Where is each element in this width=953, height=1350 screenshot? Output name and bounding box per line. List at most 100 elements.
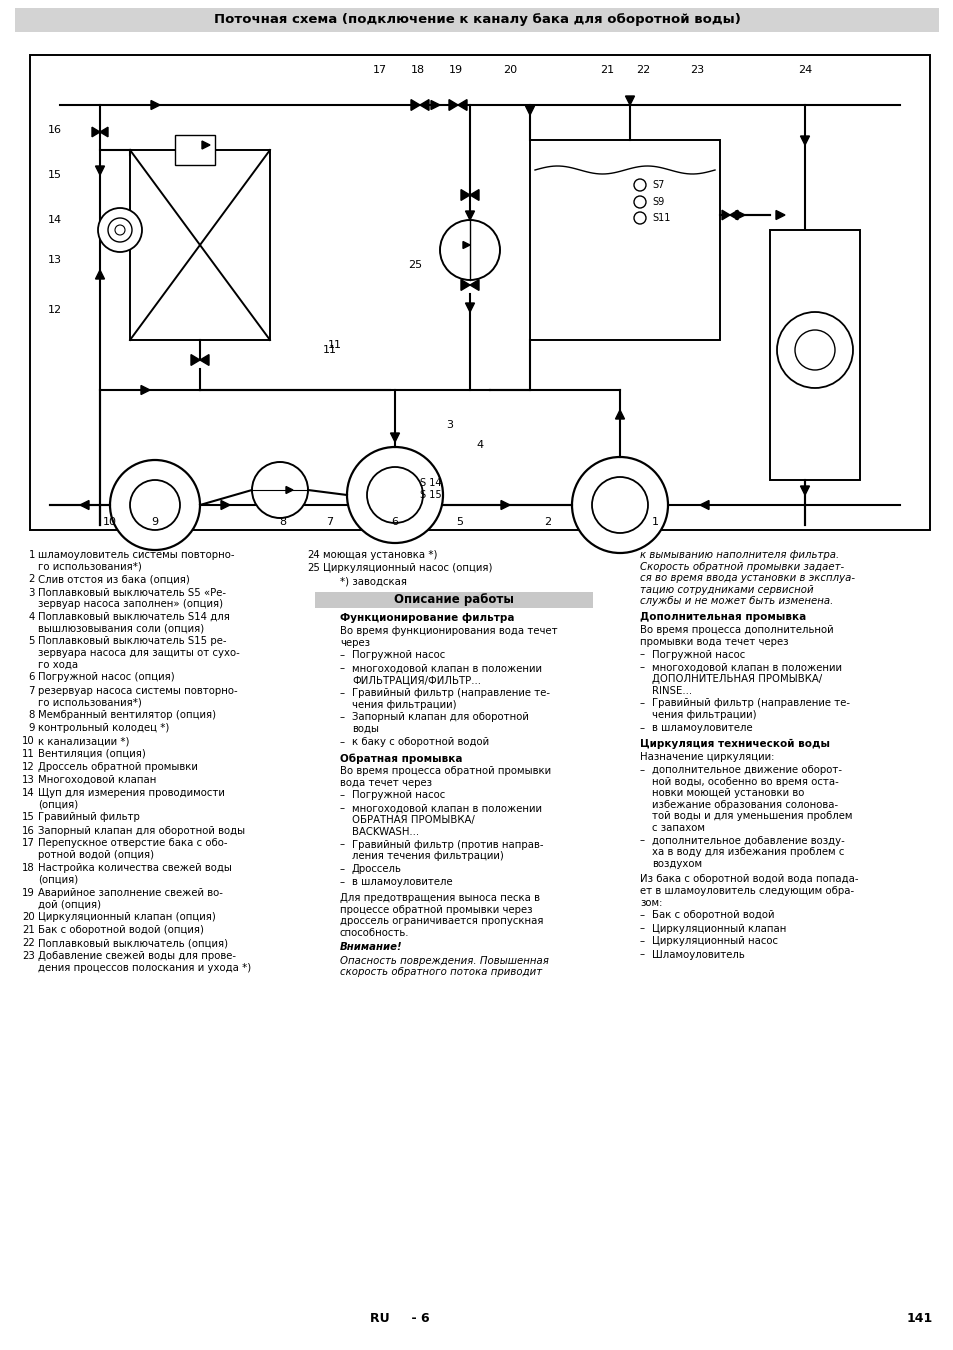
Text: многоходовой клапан в положении
ДОПОЛНИТЕЛЬНАЯ ПРОМЫВКА/
RINSE...: многоходовой клапан в положении ДОПОЛНИТ… <box>651 663 841 695</box>
Text: –: – <box>639 698 644 709</box>
Text: 6: 6 <box>391 517 398 526</box>
Text: Гравийный фильтр (против направ-
ления течения фильтрации): Гравийный фильтр (против направ- ления т… <box>352 840 543 861</box>
Text: S 14: S 14 <box>419 478 441 487</box>
Text: Внимание!: Внимание! <box>339 942 402 953</box>
Text: 2: 2 <box>544 517 551 526</box>
Text: Дополнительная промывка: Дополнительная промывка <box>639 612 805 622</box>
Bar <box>130 150 270 340</box>
Text: Дроссель обратной промывки: Дроссель обратной промывки <box>38 761 197 772</box>
Text: S9: S9 <box>651 197 663 207</box>
Polygon shape <box>470 279 478 290</box>
Text: 24: 24 <box>797 65 811 76</box>
Text: шламоуловитель системы повторно-
го использования*): шламоуловитель системы повторно- го испо… <box>38 549 234 571</box>
Text: Мембранный вентилятор (опция): Мембранный вентилятор (опция) <box>38 710 216 720</box>
Text: Функционирование фильтра: Функционирование фильтра <box>339 613 514 622</box>
Text: 18: 18 <box>22 863 35 873</box>
Text: 22: 22 <box>636 65 649 76</box>
Text: 21: 21 <box>599 65 614 76</box>
Circle shape <box>347 447 442 543</box>
Text: в шламоуловителе: в шламоуловителе <box>352 878 452 887</box>
Text: Погружной насос: Погружной насос <box>651 649 744 660</box>
Text: 20: 20 <box>502 65 517 76</box>
Polygon shape <box>460 189 470 200</box>
Circle shape <box>572 458 667 554</box>
Text: Бак с оборотной водой (опция): Бак с оборотной водой (опция) <box>38 925 204 936</box>
Text: –: – <box>639 663 644 672</box>
Text: 4: 4 <box>29 612 35 622</box>
Polygon shape <box>390 433 399 441</box>
Text: Дроссель: Дроссель <box>352 864 401 873</box>
Text: 3: 3 <box>446 420 453 431</box>
Text: –: – <box>639 724 644 733</box>
Text: –: – <box>639 910 644 921</box>
Text: 23: 23 <box>689 65 703 76</box>
Text: 1: 1 <box>29 549 35 560</box>
Polygon shape <box>462 242 470 248</box>
Text: 10: 10 <box>22 736 35 747</box>
Text: Циркуляционный насос (опция): Циркуляционный насос (опция) <box>323 563 492 572</box>
Text: S7: S7 <box>651 180 663 190</box>
Text: 17: 17 <box>373 65 387 76</box>
Text: Поплавковый выключатель (опция): Поплавковый выключатель (опция) <box>38 938 228 948</box>
Text: Циркуляция технической воды: Циркуляция технической воды <box>639 738 829 749</box>
Bar <box>530 140 720 340</box>
Text: Поплавковый выключатель S5 «Ре-
зервуар насоса заполнен» (опция): Поплавковый выключатель S5 «Ре- зервуар … <box>38 587 226 609</box>
Circle shape <box>108 217 132 242</box>
Bar <box>174 135 214 165</box>
Text: Гравийный фильтр: Гравийный фильтр <box>38 813 140 822</box>
Polygon shape <box>615 410 624 418</box>
Text: Запорный клапан для оборотной воды: Запорный клапан для оборотной воды <box>38 825 245 836</box>
Text: 18: 18 <box>411 65 425 76</box>
Bar <box>15 8 938 32</box>
Polygon shape <box>465 302 474 312</box>
Text: моющая установка *): моющая установка *) <box>323 549 437 560</box>
Text: Гравийный фильтр (направление те-
чения фильтрации): Гравийный фильтр (направление те- чения … <box>352 688 550 710</box>
Text: резервуар насоса системы повторно-
го использования*): резервуар насоса системы повторно- го ис… <box>38 686 237 707</box>
Polygon shape <box>200 355 209 366</box>
Polygon shape <box>625 96 634 105</box>
Text: 141: 141 <box>906 1312 932 1324</box>
Circle shape <box>367 467 422 522</box>
Text: 14: 14 <box>48 215 62 225</box>
Circle shape <box>439 220 499 279</box>
Text: 12: 12 <box>48 305 62 315</box>
Polygon shape <box>221 501 230 509</box>
Text: Шламоуловитель: Шламоуловитель <box>651 949 744 960</box>
Text: –: – <box>339 878 345 887</box>
Text: к баку с оборотной водой: к баку с оборотной водой <box>352 737 489 747</box>
Polygon shape <box>419 100 429 111</box>
Text: многоходовой клапан в положении
ФИЛЬТРАЦИЯ/ФИЛЬТР...: многоходовой клапан в положении ФИЛЬТРАЦ… <box>352 663 541 684</box>
Text: 20: 20 <box>22 913 35 922</box>
Polygon shape <box>431 100 439 109</box>
Text: 8: 8 <box>29 710 35 720</box>
Text: 5: 5 <box>29 636 35 647</box>
Text: 13: 13 <box>48 255 62 265</box>
Text: Назначение циркуляции:: Назначение циркуляции: <box>639 752 774 761</box>
Text: Бак с оборотной водой: Бак с оборотной водой <box>651 910 774 921</box>
Text: –: – <box>339 713 345 722</box>
Text: 12: 12 <box>22 761 35 772</box>
Polygon shape <box>729 211 738 220</box>
Circle shape <box>115 225 125 235</box>
Text: Из бака с оборотной водой вода попада-
ет в шламоуловитель следующим обра-
зом:: Из бака с оборотной водой вода попада- е… <box>639 875 858 907</box>
Text: 7: 7 <box>29 686 35 695</box>
Text: 3: 3 <box>29 587 35 598</box>
Circle shape <box>592 477 647 533</box>
Text: 2: 2 <box>29 575 35 585</box>
Text: Циркуляционный насос: Циркуляционный насос <box>651 937 778 946</box>
Text: 19: 19 <box>449 65 462 76</box>
Text: 16: 16 <box>48 126 62 135</box>
Text: –: – <box>339 840 345 849</box>
Text: 11: 11 <box>328 340 341 350</box>
Text: 21: 21 <box>22 925 35 936</box>
Text: RU     - 6: RU - 6 <box>370 1312 430 1324</box>
Text: Поточная схема (подключение к каналу бака для оборотной воды): Поточная схема (подключение к каналу бак… <box>213 14 740 27</box>
Text: 19: 19 <box>22 887 35 898</box>
Polygon shape <box>525 107 534 115</box>
Text: S11: S11 <box>651 213 670 223</box>
Text: 13: 13 <box>22 775 35 784</box>
Polygon shape <box>460 279 470 290</box>
Text: Аварийное заполнение свежей во-
дой (опция): Аварийное заполнение свежей во- дой (опц… <box>38 887 223 909</box>
Text: –: – <box>339 688 345 698</box>
Text: Погружной насос (опция): Погружной насос (опция) <box>38 672 174 683</box>
